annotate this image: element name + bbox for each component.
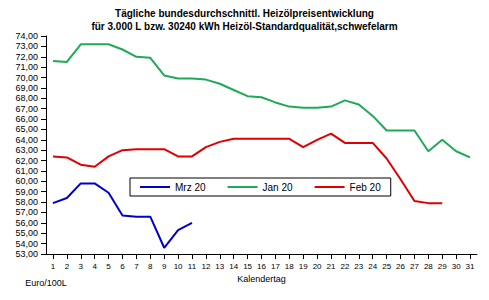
svg-text:30: 30 — [452, 262, 461, 271]
svg-text:14: 14 — [229, 262, 238, 271]
svg-text:68,00: 68,00 — [15, 93, 38, 103]
svg-text:70,00: 70,00 — [15, 73, 38, 83]
svg-text:54,00: 54,00 — [15, 239, 38, 249]
svg-text:27: 27 — [410, 262, 419, 271]
svg-text:60,00: 60,00 — [15, 176, 38, 186]
svg-text:62,00: 62,00 — [15, 156, 38, 166]
svg-text:31: 31 — [466, 262, 475, 271]
svg-text:71,00: 71,00 — [15, 62, 38, 72]
svg-text:73,00: 73,00 — [15, 41, 38, 51]
svg-text:64,00: 64,00 — [15, 135, 38, 145]
svg-text:56,00: 56,00 — [15, 218, 38, 228]
svg-text:22: 22 — [340, 262, 349, 271]
svg-text:Tägliche bundesdurchschnittl.: Tägliche bundesdurchschnittl. Heizölprei… — [115, 8, 374, 19]
svg-text:für 3.000 L bzw. 30240 kWh Hei: für 3.000 L bzw. 30240 kWh Heizöl-Standa… — [91, 21, 397, 32]
svg-text:5: 5 — [106, 262, 111, 271]
svg-text:7: 7 — [134, 262, 139, 271]
svg-text:58,00: 58,00 — [15, 197, 38, 207]
svg-text:65,00: 65,00 — [15, 124, 38, 134]
svg-text:8: 8 — [148, 262, 153, 271]
svg-text:10: 10 — [174, 262, 183, 271]
svg-text:29: 29 — [438, 262, 447, 271]
svg-text:18: 18 — [285, 262, 294, 271]
svg-text:1: 1 — [51, 262, 56, 271]
svg-text:17: 17 — [271, 262, 280, 271]
svg-text:24: 24 — [368, 262, 377, 271]
svg-text:19: 19 — [299, 262, 308, 271]
svg-text:21: 21 — [327, 262, 336, 271]
svg-text:15: 15 — [243, 262, 252, 271]
svg-text:20: 20 — [313, 262, 322, 271]
svg-text:66,00: 66,00 — [15, 114, 38, 124]
svg-text:9: 9 — [162, 262, 167, 271]
svg-text:59,00: 59,00 — [15, 187, 38, 197]
svg-text:53,00: 53,00 — [15, 249, 38, 259]
svg-text:69,00: 69,00 — [15, 83, 38, 93]
svg-text:13: 13 — [215, 262, 224, 271]
svg-text:Mrz 20: Mrz 20 — [175, 182, 206, 193]
svg-text:Euro/100L: Euro/100L — [25, 278, 67, 288]
svg-text:74,00: 74,00 — [15, 31, 38, 41]
svg-text:28: 28 — [424, 262, 433, 271]
svg-text:55,00: 55,00 — [15, 228, 38, 238]
svg-text:Kalendertag: Kalendertag — [237, 274, 286, 284]
svg-text:63,00: 63,00 — [15, 145, 38, 155]
svg-text:12: 12 — [201, 262, 210, 271]
svg-text:11: 11 — [188, 262, 197, 271]
svg-text:57,00: 57,00 — [15, 207, 38, 217]
svg-text:26: 26 — [396, 262, 405, 271]
svg-text:23: 23 — [354, 262, 363, 271]
svg-text:2: 2 — [65, 262, 70, 271]
svg-text:16: 16 — [257, 262, 266, 271]
svg-text:4: 4 — [92, 262, 97, 271]
svg-text:Feb 20: Feb 20 — [350, 182, 382, 193]
svg-text:3: 3 — [79, 262, 84, 271]
svg-text:67,00: 67,00 — [15, 104, 38, 114]
svg-text:72,00: 72,00 — [15, 52, 38, 62]
svg-text:Jan 20: Jan 20 — [263, 182, 293, 193]
svg-text:6: 6 — [120, 262, 125, 271]
svg-text:61,00: 61,00 — [15, 166, 38, 176]
svg-text:25: 25 — [382, 262, 391, 271]
